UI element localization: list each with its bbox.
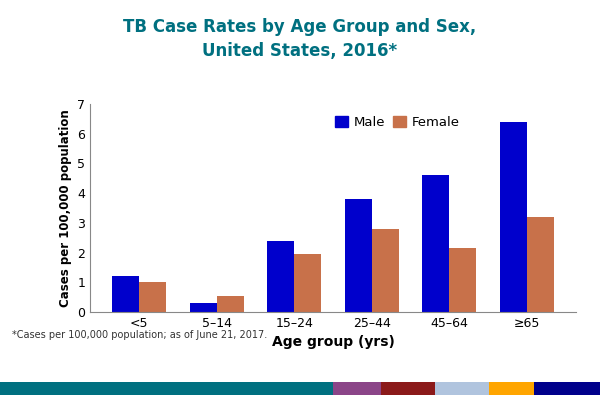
Bar [0, 382, 333, 394]
Bar [527, 217, 554, 312]
Bar [344, 199, 372, 312]
Bar [112, 276, 139, 312]
Bar [267, 241, 294, 312]
Bar [190, 303, 217, 312]
Text: TB Case Rates by Age Group and Sex,
United States, 2016*: TB Case Rates by Age Group and Sex, Unit… [124, 18, 476, 60]
Bar [449, 248, 476, 312]
Bar [372, 229, 399, 312]
Bar [500, 122, 527, 312]
Bar [294, 254, 322, 312]
Bar [435, 382, 489, 394]
Bar [489, 382, 534, 394]
Bar [534, 382, 600, 394]
Y-axis label: Cases per 100,000 population: Cases per 100,000 population [59, 109, 71, 307]
Bar [381, 382, 435, 394]
Bar [333, 382, 381, 394]
Bar [217, 296, 244, 312]
Legend: Male, Female: Male, Female [330, 110, 465, 134]
X-axis label: Age group (yrs): Age group (yrs) [272, 336, 394, 350]
Bar [139, 282, 166, 312]
Bar [422, 175, 449, 312]
Text: *Cases per 100,000 population; as of June 21, 2017.: *Cases per 100,000 population; as of Jun… [12, 330, 267, 340]
